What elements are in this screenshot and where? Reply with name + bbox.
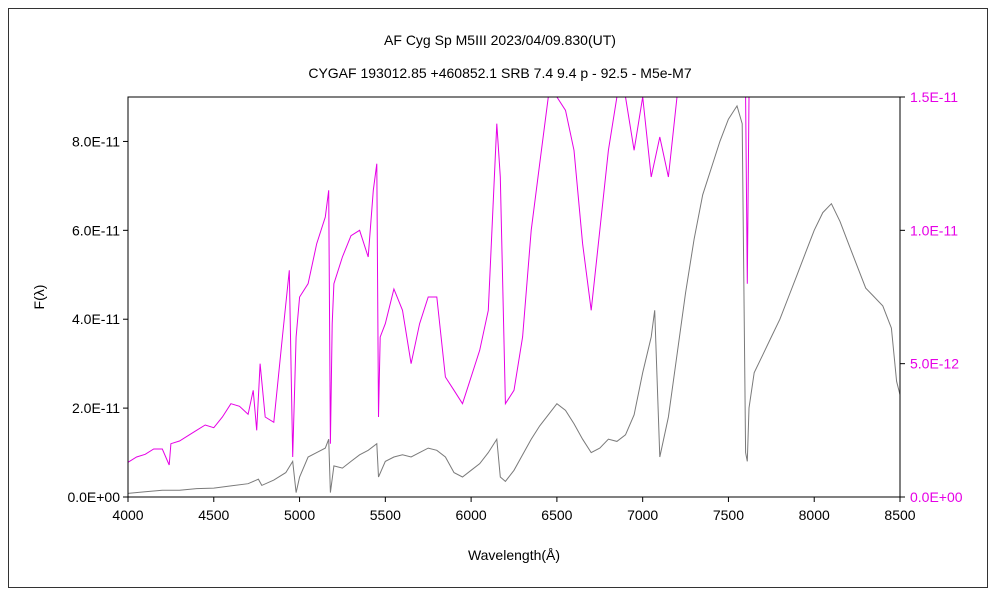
chart-frame (8, 8, 988, 588)
x-tick-label: 7500 (713, 507, 744, 523)
x-tick-label: 6000 (456, 507, 487, 523)
y-left-tick-label: 0.0E+00 (67, 489, 120, 505)
right-y-axis: 0.0E+00 5.0E-12 1.0E-11 1.5E-11 (900, 89, 963, 505)
y-axis-label: F(λ) (31, 285, 47, 310)
x-tick-label: 5500 (370, 507, 401, 523)
series-layer (127, 96, 901, 494)
gray-spectrum-line (127, 104, 901, 494)
left-y-axis: 0.0E+00 2.0E-11 4.0E-11 6.0E-11 8.0E-11 (67, 133, 128, 505)
x-tick-label: 7000 (627, 507, 658, 523)
x-tick-label: 5000 (284, 507, 315, 523)
y-right-tick-label: 1.0E-11 (910, 222, 958, 238)
y-right-tick-label: 0.0E+00 (910, 489, 963, 505)
y-left-tick-label: 2.0E-11 (72, 400, 120, 416)
y-left-tick-label: 6.0E-11 (72, 222, 120, 238)
y-left-tick-label: 4.0E-11 (72, 311, 120, 327)
y-right-tick-label: 1.5E-11 (910, 89, 958, 105)
y-left-tick-label: 8.0E-11 (72, 133, 120, 149)
x-axis-label: Wavelength(Å) (468, 547, 560, 563)
chart-title: AF Cyg Sp M5III 2023/04/09.830(UT) (384, 32, 616, 48)
magenta-spectrum-line (127, 96, 755, 466)
x-axis: 4000 4500 5000 5500 6000 6500 7000 7500 8000 8500 (112, 497, 916, 523)
plot-area-border (127, 96, 901, 498)
x-tick-label: 4500 (198, 507, 229, 523)
x-tick-label: 8500 (884, 507, 915, 523)
x-tick-label: 4000 (112, 507, 143, 523)
y-right-tick-label: 5.0E-12 (910, 356, 959, 372)
x-tick-label: 8000 (799, 507, 830, 523)
chart-subtitle: CYGAF 193012.85 +460852.1 SRB 7.4 9.4 p … (308, 65, 691, 81)
x-tick-label: 6500 (541, 507, 572, 523)
